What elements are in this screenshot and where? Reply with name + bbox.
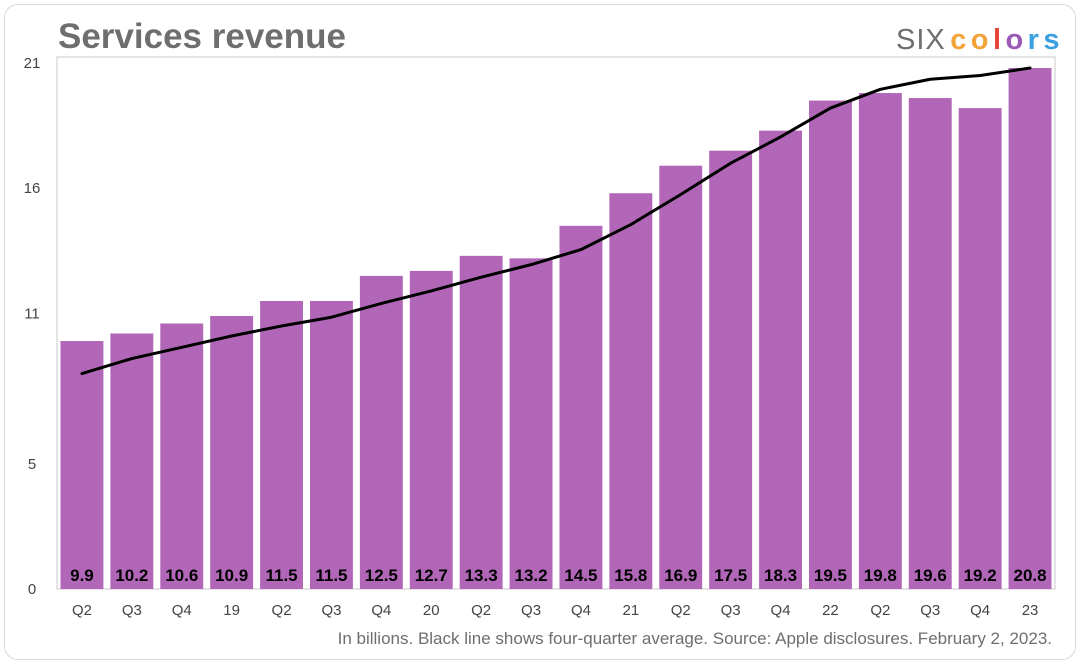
plot-area (56, 56, 1056, 590)
bars (60, 68, 1052, 590)
x-tick-label: Q3 (920, 602, 940, 619)
bar-value-label: 10.9 (215, 566, 248, 585)
x-tick-label: Q2 (471, 602, 491, 619)
bar (709, 150, 753, 589)
bar-value-label: 11.5 (265, 566, 297, 585)
bar (1008, 68, 1052, 589)
x-axis: Q2 Q3 Q4 19 Q2 Q3 Q4 20 Q2 Q3 Q4 21 Q2 Q3 Q4 22 Q2 Q3 Q4 23 (72, 602, 1038, 619)
y-tick-label: 21 (24, 55, 41, 72)
brand-letter-o2: o (1005, 24, 1023, 56)
bar (459, 255, 503, 589)
x-tick-label: Q2 (870, 602, 890, 619)
y-tick-label: 0 (28, 581, 36, 598)
data-labels: 9.9 10.2 10.6 10.9 11.5 11.5 12.5 12.7 13.3 13.2 1… (70, 566, 1046, 585)
svg-text:SIX c o: SIX c o l o r s (896, 24, 1060, 56)
bar-value-label: 14.5 (564, 566, 597, 585)
bar (409, 270, 453, 589)
y-tick-label: 5 (28, 456, 36, 473)
bar-value-label: 16.9 (664, 566, 697, 585)
x-tick-label: Q4 (771, 602, 791, 619)
bar-value-label: 19.8 (864, 566, 897, 585)
chart-title: Services revenue (58, 17, 346, 56)
bar-value-label: 19.6 (914, 566, 947, 585)
brand-logo: SIX c o l o r s (896, 24, 1060, 56)
x-tick-label: Q2 (671, 602, 691, 619)
x-tick-label: Q4 (571, 602, 591, 619)
x-tick-label: Q3 (521, 602, 541, 619)
brand-letter-r: r (1028, 24, 1039, 56)
bar (808, 100, 852, 590)
average-line (80, 66, 1032, 376)
x-tick-label: Q4 (172, 602, 192, 619)
bar (110, 333, 154, 589)
brand-letter-c: c (950, 24, 966, 56)
brand-letter-l: l (993, 24, 1001, 56)
bar (609, 193, 653, 589)
bar-value-label: 10.2 (115, 566, 148, 585)
x-tick-label: Q3 (321, 602, 341, 619)
x-tick-label: 23 (1022, 602, 1039, 619)
bar (958, 108, 1002, 589)
y-tick-label: 11 (24, 305, 40, 322)
bar-value-label: 20.8 (1014, 566, 1047, 585)
bar (759, 130, 803, 589)
chart-svg: Services revenue SIX c o l o r s 0 5 11 16 2… (24, 17, 1060, 648)
bar-value-label: 17.5 (714, 566, 747, 585)
x-tick-label: Q4 (371, 602, 391, 619)
bar (359, 275, 403, 589)
bar (60, 341, 104, 589)
bar-value-label: 13.3 (465, 566, 498, 585)
y-axis: 0 5 11 16 21 (24, 55, 41, 598)
chart-caption: In billions. Black line shows four-quart… (338, 629, 1052, 648)
bar (858, 93, 902, 590)
bar-value-label: 12.7 (415, 566, 448, 585)
bar (908, 98, 952, 590)
x-tick-label: Q3 (721, 602, 741, 619)
x-tick-label: 20 (423, 602, 440, 619)
bar (659, 165, 703, 589)
bar (160, 323, 204, 589)
bar-value-label: 12.5 (365, 566, 398, 585)
brand-prefix: SIX (896, 24, 946, 56)
brand-letter-s: s (1043, 24, 1059, 56)
bar (210, 315, 254, 589)
bar-value-label: 15.8 (614, 566, 647, 585)
brand-letter-o: o (971, 24, 989, 56)
bar-value-label: 19.5 (814, 566, 847, 585)
x-tick-label: Q4 (970, 602, 990, 619)
bar (309, 300, 353, 589)
x-tick-label: Q2 (72, 602, 92, 619)
x-tick-label: 19 (223, 602, 240, 619)
bar-value-label: 10.6 (165, 566, 198, 585)
bar-value-label: 19.2 (964, 566, 997, 585)
chart-frame: Services revenue SIX c o l o r s 0 5 11 16 2… (4, 4, 1076, 660)
bar-value-label: 13.2 (515, 566, 548, 585)
bar (260, 300, 304, 589)
bar (509, 258, 553, 589)
y-tick-label: 16 (24, 180, 41, 197)
x-tick-label: 21 (623, 602, 640, 619)
bar (559, 225, 603, 590)
bar-value-label: 9.9 (70, 566, 94, 585)
x-tick-label: Q2 (272, 602, 292, 619)
x-tick-label: 22 (822, 602, 839, 619)
bar-value-label: 18.3 (764, 566, 797, 585)
bar-value-label: 11.5 (315, 566, 347, 585)
x-tick-label: Q3 (122, 602, 142, 619)
four-quarter-average-line (80, 66, 1032, 376)
